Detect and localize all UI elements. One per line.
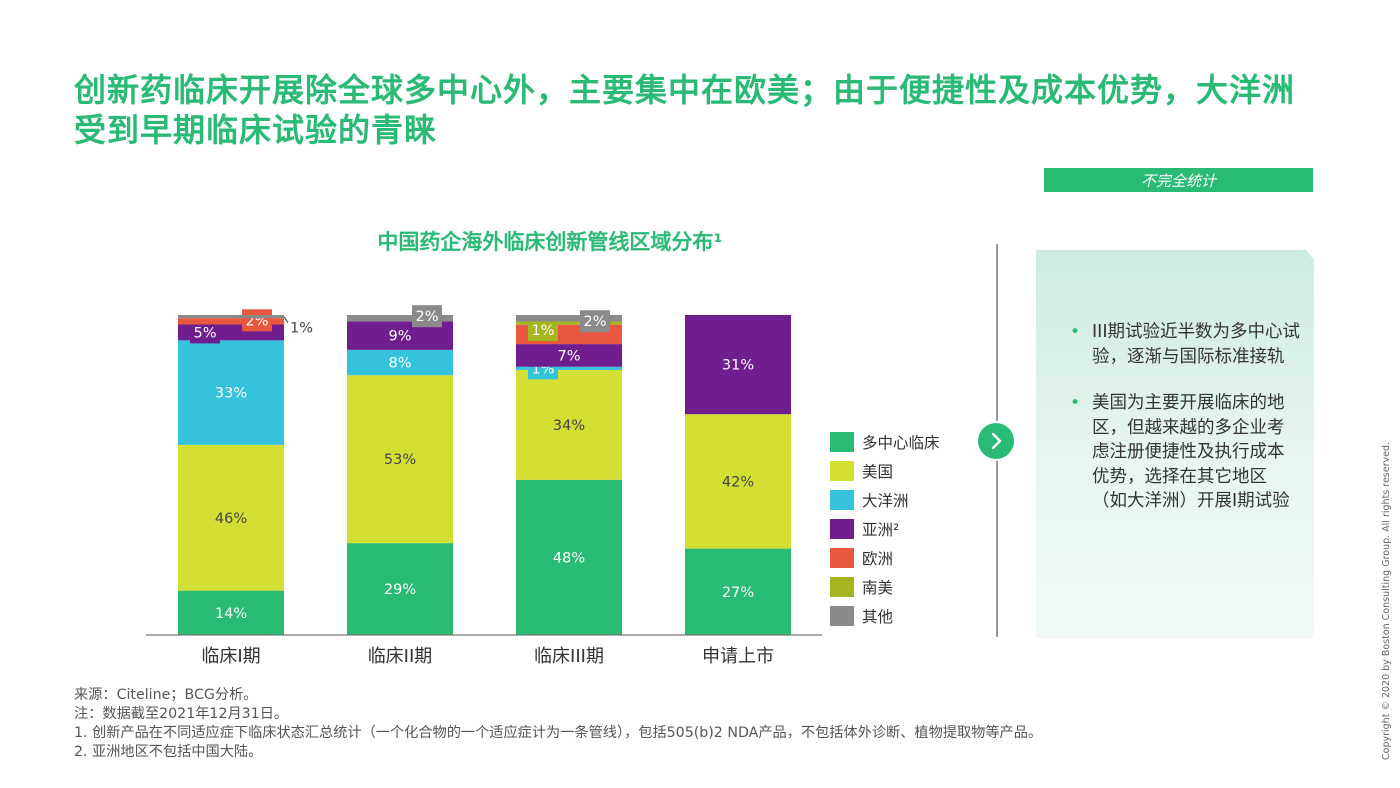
legend-swatch: [830, 577, 854, 597]
bar-segment: [347, 349, 453, 376]
data-label: 31%: [722, 358, 754, 374]
data-label: 42%: [722, 474, 754, 490]
bar-segment: [347, 315, 453, 322]
callout-box: [242, 309, 272, 332]
bar-segment: [516, 315, 622, 322]
data-label: 7%: [557, 348, 580, 364]
bar-segment: [178, 318, 284, 325]
data-label: 46%: [215, 511, 247, 527]
legend-label: 南美: [862, 579, 893, 597]
data-label: 48%: [553, 550, 585, 566]
x-tick-label: 申请上市: [702, 646, 774, 667]
date-note: 注：数据截至2021年12月31日。: [74, 706, 289, 722]
data-label: 9%: [388, 329, 411, 345]
legend-swatch: [830, 548, 854, 568]
legend-swatch: [830, 519, 854, 539]
bar-segment: [685, 414, 791, 549]
bar-segment: [516, 321, 622, 325]
footnote-2: 2. 亚洲地区不包括中国大陆。: [74, 744, 263, 760]
copyright: Copyright © 2020 by Boston Consulting Gr…: [1381, 441, 1392, 760]
insight-panel: • III期试验近半数为多中心试验，逐渐与国际标准接轨 • 美国为主要开展临床的地区…: [1036, 250, 1314, 638]
bar-segment: [347, 543, 453, 635]
data-label: 2%: [415, 309, 438, 325]
data-label: 5%: [193, 325, 216, 341]
legend-label: 大洋洲: [862, 492, 909, 510]
page-title: 创新药临床开展除全球多中心外，主要集中在欧美；由于便捷性及成本优势，大洋洲受到早…: [74, 71, 1296, 149]
insight-text: 美国为主要开展临床的地区，但越来越的多企业考虑注册便捷性及执行成本优势，选择在其…: [1092, 393, 1290, 511]
bar-segment: [685, 315, 791, 415]
data-label: 33%: [215, 386, 247, 402]
callout-box: [412, 305, 442, 328]
insight-list: • III期试验近半数为多中心试验，逐渐与国际标准接轨 • 美国为主要开展临床的地区…: [1070, 320, 1300, 536]
data-label: 8%: [388, 356, 411, 372]
insight-item: • 美国为主要开展临床的地区，但越来越的多企业考虑注册便捷性及执行成本优势，选择在…: [1070, 391, 1300, 514]
legend-label: 美国: [862, 463, 893, 481]
bar-segment: [178, 315, 284, 319]
x-tick-label: 临床I期: [201, 646, 260, 667]
bar-segment: [516, 369, 622, 480]
data-label: 27%: [722, 585, 754, 601]
bullet-icon: •: [1070, 393, 1081, 413]
chart-title: 中国药企海外临床创新管线区域分布¹: [377, 230, 723, 254]
incomplete-stats-badge: 不完全统计: [1044, 168, 1313, 192]
bar-segment: [685, 548, 791, 635]
bar-segment: [516, 366, 622, 370]
legend-label: 其他: [862, 608, 893, 626]
footnotes: 来源：Citeline；BCG分析。 注：数据截至2021年12月31日。 1.…: [74, 686, 1274, 762]
legend-swatch: [830, 490, 854, 510]
data-label: 2%: [583, 314, 606, 330]
legend-swatch: [830, 461, 854, 481]
bar-segment: [347, 375, 453, 544]
callout-box: [190, 321, 220, 344]
bar-segment: [516, 344, 622, 367]
legend-swatch: [830, 432, 854, 452]
data-label: 53%: [384, 452, 416, 468]
chevron-right-icon: [978, 423, 1014, 459]
data-label: 1%: [290, 321, 313, 337]
x-tick-label: 临床II期: [368, 646, 433, 667]
source-note: 来源：Citeline；BCG分析。: [74, 687, 258, 703]
callout-box: [528, 319, 558, 342]
bar-segment: [178, 444, 284, 591]
callout-line: [283, 316, 289, 323]
data-label: 1%: [531, 323, 554, 339]
bar-segment: [178, 340, 284, 445]
legend-label: 亚洲²: [862, 521, 899, 539]
footnote-1: 1. 创新产品在不同适应症下临床状态汇总统计（一个化合物的一个适应症计为一条管线…: [74, 725, 1043, 741]
legend-label: 多中心临床: [862, 434, 940, 452]
legend-swatch: [830, 606, 854, 626]
data-label: 34%: [553, 418, 585, 434]
bullet-icon: •: [1070, 322, 1081, 342]
bar-segment: [178, 590, 284, 635]
callout-box: [580, 310, 610, 333]
data-label: 14%: [215, 606, 247, 622]
bar-segment: [516, 479, 622, 635]
x-tick-label: 临床III期: [534, 646, 604, 667]
legend-label: 欧洲: [862, 550, 893, 568]
insight-text: III期试验近半数为多中心试验，逐渐与国际标准接轨: [1092, 322, 1300, 367]
data-label: 29%: [384, 582, 416, 598]
insight-item: • III期试验近半数为多中心试验，逐渐与国际标准接轨: [1070, 320, 1300, 369]
